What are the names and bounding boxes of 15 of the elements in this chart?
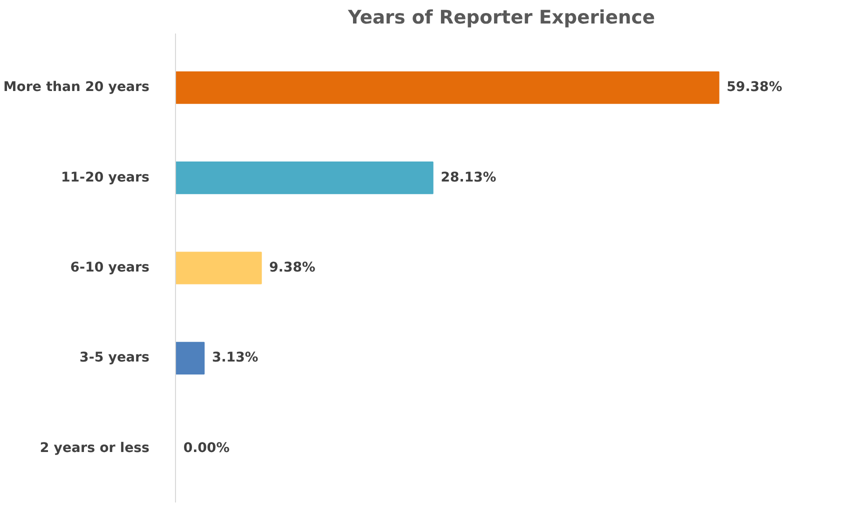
data-label: 9.38% <box>269 260 316 276</box>
chart-title: Years of Reporter Experience <box>347 8 655 28</box>
y-tick-label: 3-5 years <box>80 350 150 366</box>
data-label: 0.00% <box>183 440 230 456</box>
y-tick-label: 2 years or less <box>40 440 150 456</box>
bar <box>176 71 720 104</box>
data-label: 3.13% <box>212 350 258 366</box>
data-label: 28.13% <box>440 170 496 186</box>
y-tick-label: 11-20 years <box>61 170 150 186</box>
y-tick-label: 6-10 years <box>70 260 150 276</box>
bar <box>176 342 205 374</box>
bar <box>176 162 434 194</box>
data-label: 59.38% <box>726 80 782 96</box>
bar <box>176 252 262 284</box>
y-tick-label: More than 20 years <box>3 80 150 96</box>
